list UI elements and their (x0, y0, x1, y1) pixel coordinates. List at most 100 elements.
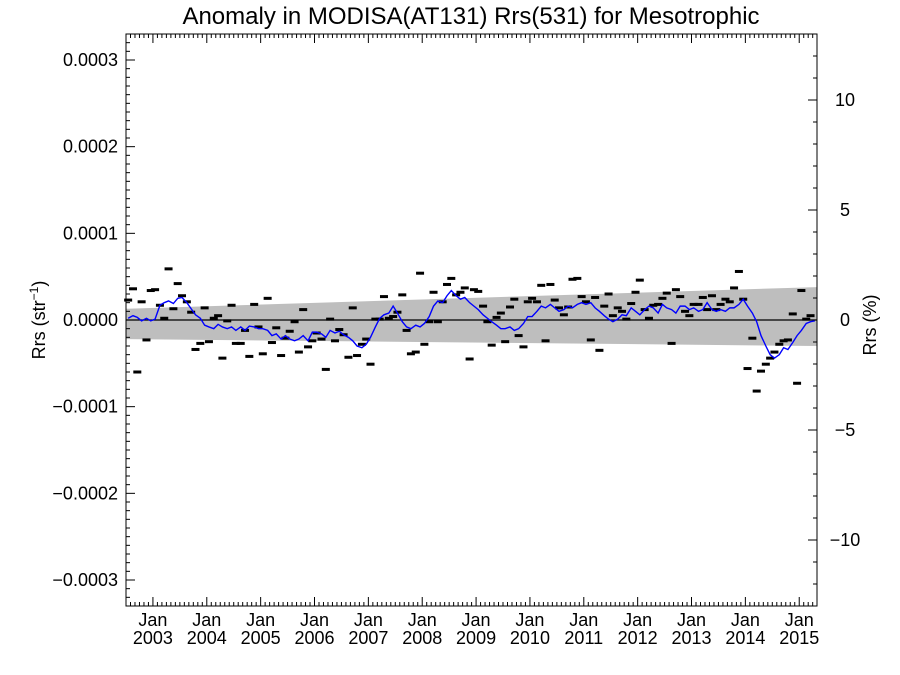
anomaly-point (258, 352, 267, 356)
anomaly-point (267, 341, 276, 345)
plot-area (124, 33, 818, 607)
anomaly-point (160, 316, 169, 320)
anomaly-point (573, 276, 582, 280)
anomaly-point (685, 314, 694, 318)
anomaly-point (389, 315, 398, 319)
anomaly-point (802, 317, 811, 321)
anomaly-point (411, 350, 420, 354)
anomaly-point (151, 288, 160, 292)
anomaly-point (330, 339, 339, 343)
anomaly-point (506, 305, 515, 309)
anomaly-point (416, 271, 425, 275)
anomaly-point (299, 308, 308, 312)
y-right-tick-label: −10 (830, 530, 861, 550)
x-axis: Jan2003Jan2004Jan2005Jan2006Jan2007Jan20… (125, 34, 819, 648)
anomaly-point (689, 302, 698, 306)
anomaly-point (806, 314, 815, 318)
x-tick-label-month: Jan (731, 610, 760, 630)
anomaly-point (676, 295, 685, 299)
anomaly-point (528, 296, 537, 300)
anomaly-point (479, 304, 488, 308)
anomaly-point (442, 282, 451, 286)
anomaly-point (501, 340, 510, 344)
y-left-tick-label: 0.0002 (63, 137, 118, 157)
anomaly-point (604, 292, 613, 296)
anomaly-point (595, 348, 604, 352)
x-tick-label-year: 2004 (187, 628, 227, 648)
x-tick-label-year: 2007 (348, 628, 388, 648)
anomaly-point (218, 356, 227, 360)
anomaly-point (618, 309, 627, 313)
y-left-tick-label: −0.0002 (52, 483, 118, 503)
anomaly-point (304, 345, 313, 349)
anomaly-point (371, 317, 380, 321)
running-mean-line (127, 289, 815, 360)
anomaly-point (173, 282, 182, 286)
chart-title: Anomaly in MODISA(AT131) Rrs(531) for Me… (182, 3, 759, 30)
x-tick-label-month: Jan (192, 610, 221, 630)
anomaly-point (519, 345, 528, 349)
anomaly-point (348, 306, 357, 310)
anomaly-point (627, 302, 636, 306)
anomaly-point (600, 304, 609, 308)
anomaly-point (559, 313, 568, 317)
anomaly-point (187, 310, 196, 314)
anomaly-point (644, 316, 653, 320)
anomaly-point (474, 289, 483, 293)
anomaly-point (712, 308, 721, 312)
anomaly-point (191, 347, 200, 351)
anomaly-point (317, 337, 326, 341)
anomaly-point (362, 337, 371, 341)
anomaly-point (129, 287, 138, 291)
anomaly-point (770, 350, 779, 354)
x-tick-label-month: Jan (515, 610, 544, 630)
anomaly-point (398, 293, 407, 297)
y-left-tick-label: 0.0000 (63, 310, 118, 330)
anomaly-point (568, 277, 577, 281)
y-axis-right: 10 5 0 −5 −10 (808, 33, 861, 607)
anomaly-point (658, 296, 667, 300)
anomaly-point (523, 300, 532, 304)
anomaly-point (698, 295, 707, 299)
anomaly-point (581, 300, 590, 304)
x-tick-label-month: Jan (569, 610, 598, 630)
x-tick-label-year: 2009 (456, 628, 496, 648)
anomaly-point (236, 341, 245, 345)
anomaly-point (133, 370, 142, 374)
anomaly-point (577, 295, 586, 299)
anomaly-point (433, 320, 442, 324)
anomaly-point (694, 302, 703, 306)
anomaly-point (555, 306, 564, 310)
y-left-tick-label: −0.0001 (52, 397, 118, 417)
anomaly-point (761, 362, 770, 366)
anomaly-point (250, 302, 259, 306)
anomaly-point (146, 289, 155, 293)
anomaly-point (326, 317, 335, 321)
anomaly-point (231, 341, 240, 345)
x-tick-label-month: Jan (677, 610, 706, 630)
anomaly-point (227, 303, 236, 307)
anomaly-point (748, 336, 757, 340)
x-tick-label-month: Jan (300, 610, 329, 630)
anomaly-point (492, 315, 501, 319)
anomaly-point (379, 295, 388, 299)
x-tick-label-month: Jan (462, 610, 491, 630)
y-right-tick-label: 0 (840, 310, 850, 330)
anomaly-point (137, 300, 146, 304)
anomaly-point (797, 289, 806, 293)
anomaly-point (245, 354, 254, 358)
anomaly-point (756, 369, 765, 373)
y-left-tick-label: 0.0003 (63, 50, 118, 70)
anomaly-point (667, 341, 676, 345)
x-tick-label-year: 2013 (671, 628, 711, 648)
anomaly-point (546, 282, 555, 286)
anomaly-point (447, 276, 456, 280)
anomaly-point (613, 306, 622, 310)
anomaly-point (200, 306, 209, 310)
anomaly-point (321, 367, 330, 371)
anomaly-point (766, 356, 775, 360)
anomaly-point (532, 300, 541, 304)
x-tick-label-year: 2014 (725, 628, 765, 648)
anomaly-point (788, 312, 797, 316)
